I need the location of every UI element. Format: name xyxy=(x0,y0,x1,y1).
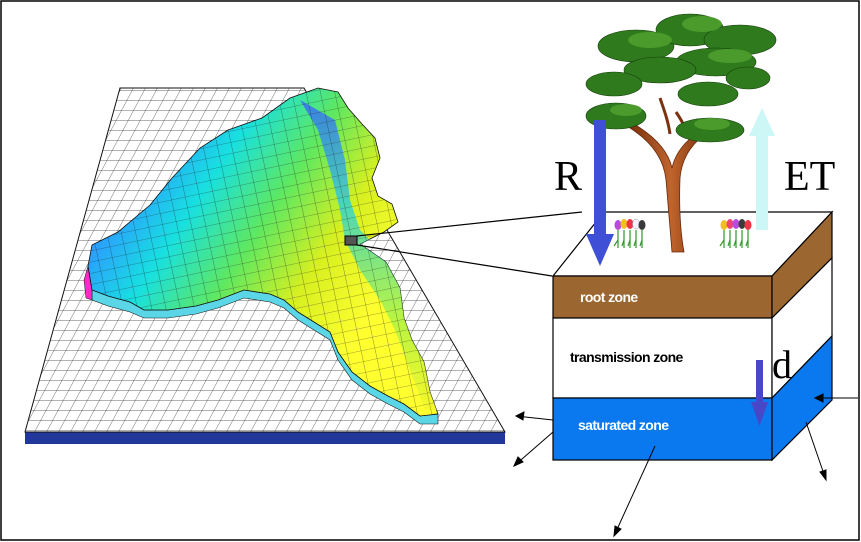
recharge-arrow xyxy=(586,120,614,266)
root-zone-label: root zone xyxy=(580,289,638,305)
lateral-flow-arrows xyxy=(513,393,858,538)
saturated-zone-label: saturated zone xyxy=(578,417,669,433)
drainage-arrow xyxy=(751,360,768,426)
evapotranspiration-arrow xyxy=(749,108,775,230)
tree-icon xyxy=(585,13,777,253)
recharge-label: R xyxy=(554,154,582,200)
transmission-zone-label: transmission zone xyxy=(570,349,684,365)
flowers-left-icon xyxy=(613,218,646,248)
flowers-right-icon xyxy=(719,219,752,248)
drainage-label: d xyxy=(772,342,792,387)
evapotranspiration-label: ET xyxy=(784,154,835,200)
connector-line-bottom xyxy=(356,244,553,277)
saturated-zone-layer xyxy=(552,397,773,461)
groundwater-model-grid xyxy=(24,87,506,444)
root-zone-layer xyxy=(552,275,773,319)
selected-cell xyxy=(344,235,358,246)
saturated-zone-side xyxy=(771,334,833,462)
transmission-zone-layer xyxy=(552,317,773,399)
connector-line-top xyxy=(356,211,583,237)
grid-base-edge xyxy=(25,432,505,444)
